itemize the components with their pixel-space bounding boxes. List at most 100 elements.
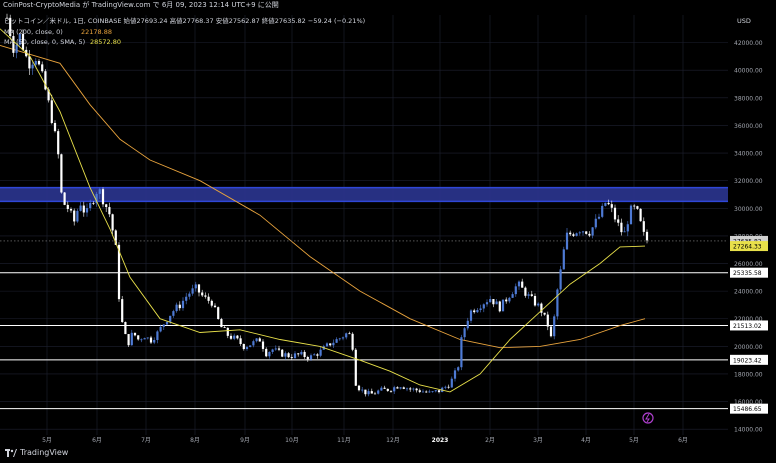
candle-body bbox=[495, 301, 498, 305]
candle-body bbox=[217, 307, 220, 320]
candle-body bbox=[396, 387, 399, 389]
candle-body bbox=[82, 205, 85, 213]
candle-body bbox=[169, 315, 172, 322]
candle-body bbox=[613, 207, 617, 220]
candlesticks bbox=[5, 13, 649, 397]
candle-body bbox=[79, 205, 82, 211]
candle-body bbox=[143, 338, 146, 340]
candle-body bbox=[357, 385, 361, 391]
candle-body bbox=[31, 64, 34, 69]
candle-body bbox=[361, 389, 364, 391]
y-tick-label: 16000.00 bbox=[734, 399, 763, 406]
candle-body bbox=[204, 295, 207, 297]
candle-body bbox=[581, 231, 585, 233]
candle-body bbox=[553, 316, 556, 337]
x-tick-label: 2023 bbox=[432, 437, 449, 443]
candle-body bbox=[479, 308, 482, 310]
candle-body bbox=[162, 324, 165, 327]
candle-body bbox=[89, 202, 92, 209]
candle-body bbox=[569, 232, 572, 235]
y-tick-label: 34000.00 bbox=[734, 151, 763, 158]
candle-body bbox=[12, 36, 15, 53]
candle-body bbox=[175, 304, 178, 312]
candle-body bbox=[373, 393, 377, 395]
candle-body bbox=[300, 351, 303, 355]
resistance-zone bbox=[0, 186, 728, 203]
candle-body bbox=[140, 339, 143, 341]
price-label-box bbox=[730, 241, 768, 252]
candle-body bbox=[517, 281, 521, 287]
candle-body bbox=[549, 326, 553, 337]
candle-body bbox=[585, 231, 588, 234]
candle-body bbox=[588, 233, 591, 236]
candle-body bbox=[325, 343, 329, 347]
candle-body bbox=[57, 131, 60, 155]
horizontal-levels bbox=[0, 272, 728, 410]
y-tick-label: 30000.00 bbox=[734, 206, 763, 213]
candle-body bbox=[348, 333, 351, 335]
candle-body bbox=[623, 231, 626, 233]
candle-body bbox=[546, 314, 549, 327]
ma50-legend-value: 28572.80 bbox=[90, 38, 121, 46]
candle-body bbox=[137, 335, 140, 340]
candle-body bbox=[473, 310, 476, 313]
candle-body bbox=[313, 354, 316, 356]
candle-body bbox=[309, 355, 313, 360]
candle-body bbox=[255, 338, 258, 342]
candle-body bbox=[191, 288, 194, 294]
candle-body bbox=[47, 89, 50, 101]
candle-body bbox=[149, 337, 153, 343]
candle-body bbox=[242, 343, 245, 350]
candle-body bbox=[53, 122, 57, 132]
candle-body bbox=[37, 60, 41, 65]
price-label-box bbox=[730, 403, 768, 414]
tradingview-logo[interactable]: TradingView bbox=[5, 448, 68, 457]
candle-body bbox=[316, 354, 319, 356]
y-tick-label: 36000.00 bbox=[734, 123, 763, 130]
price-label-box bbox=[730, 320, 768, 331]
ma200-legend-label: MA (200, close, 0) bbox=[4, 28, 63, 36]
candle-body bbox=[172, 311, 175, 316]
candle-body bbox=[146, 337, 149, 339]
price-chart[interactable]: 42000.00 40000.00 38000.00 36000.00 34000.00… bbox=[0, 11, 776, 443]
candle-body bbox=[159, 326, 162, 332]
candle-body bbox=[66, 204, 69, 209]
price-label-box bbox=[730, 267, 768, 278]
candle-body bbox=[428, 391, 431, 393]
candle-body bbox=[370, 391, 373, 394]
candle-body bbox=[530, 294, 533, 296]
candle-body bbox=[268, 351, 271, 357]
candle-body bbox=[18, 33, 21, 45]
candle-body bbox=[293, 353, 297, 359]
candle-body bbox=[412, 388, 415, 390]
candle-body bbox=[197, 284, 201, 293]
candle-body bbox=[95, 193, 98, 204]
candle-body bbox=[447, 386, 450, 388]
candle-body bbox=[463, 328, 466, 338]
price-label-box bbox=[730, 235, 768, 246]
candle-body bbox=[15, 44, 18, 53]
candle-body bbox=[508, 297, 511, 302]
candle-body bbox=[514, 286, 517, 295]
candle-body bbox=[121, 299, 124, 323]
x-tick-label: 12月 bbox=[386, 437, 400, 443]
candle-body bbox=[405, 388, 409, 390]
price-label: 27264.33 bbox=[733, 244, 762, 251]
candle-body bbox=[63, 192, 66, 205]
candle-body bbox=[604, 202, 607, 206]
candle-body bbox=[178, 304, 181, 309]
ma50-line bbox=[0, 28, 646, 393]
alert-icon[interactable] bbox=[642, 412, 654, 424]
candle-body bbox=[297, 353, 300, 355]
candle-body bbox=[101, 189, 105, 205]
candle-body bbox=[213, 305, 217, 308]
candle-body bbox=[389, 390, 393, 392]
candle-body bbox=[642, 221, 645, 232]
price-label: 15486.65 bbox=[733, 406, 762, 413]
ma200-path bbox=[0, 44, 646, 349]
candle-body bbox=[338, 338, 341, 340]
candle-body bbox=[431, 391, 434, 393]
candle-body bbox=[466, 320, 469, 329]
candle-body bbox=[117, 244, 121, 300]
candle-body bbox=[591, 227, 594, 236]
